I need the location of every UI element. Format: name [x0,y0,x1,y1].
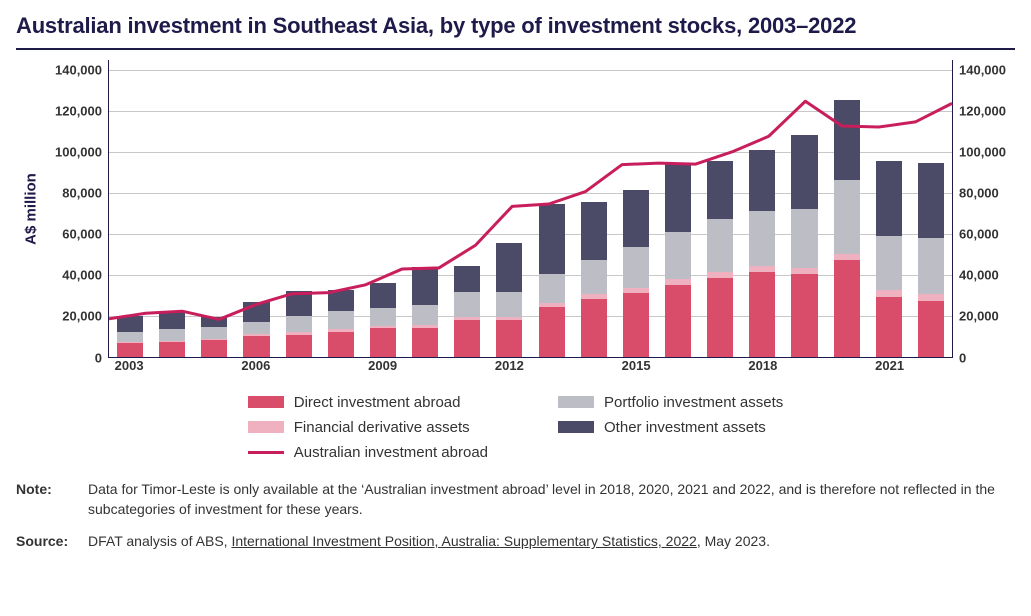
y-tick-label-right: 20,000 [959,309,999,324]
source-prefix: DFAT analysis of ABS, [88,533,231,549]
y-tick-label: 120,000 [55,103,102,118]
legend-swatch-box [248,421,284,433]
y-tick-label-right: 80,000 [959,186,999,201]
y-tick-label: 20,000 [62,309,102,324]
source-text: DFAT analysis of ABS, International Inve… [88,531,770,551]
y-tick-label-right: 140,000 [959,62,1006,77]
y-tick-label: 80,000 [62,186,102,201]
y-tick-label: 60,000 [62,227,102,242]
total-line [109,101,952,319]
y-tick-label-right: 120,000 [959,103,1006,118]
x-tick-label: 2006 [241,358,270,373]
line-overlay [109,60,952,359]
legend-swatch-line [248,451,284,454]
y-tick-label-right: 40,000 [959,268,999,283]
y-tick-label: 100,000 [55,144,102,159]
y-axis-ticks-right: 020,00040,00060,00080,000100,000120,0001… [953,60,1015,358]
legend-label: Financial derivative assets [294,419,470,436]
legend-item-portfolio: Portfolio investment assets [558,394,783,411]
x-tick-label: 2003 [115,358,144,373]
x-tick-label: 2012 [495,358,524,373]
figure-container: Australian investment in Southeast Asia,… [0,0,1031,616]
legend-label: Direct investment abroad [294,394,461,411]
note-text: Data for Timor-Leste is only available a… [88,479,1015,520]
x-tick-label: 2009 [368,358,397,373]
source-label: Source: [16,531,88,551]
x-tick-label: 2018 [748,358,777,373]
y-axis-label: A$ million [23,173,40,245]
x-tick-label: 2015 [622,358,651,373]
footnotes: Note: Data for Timor-Leste is only avail… [16,479,1015,552]
legend-label: Portfolio investment assets [604,394,783,411]
y-tick-label: 140,000 [55,62,102,77]
plot-region [108,60,953,358]
y-tick-label-right: 60,000 [959,227,999,242]
y-tick-label: 0 [95,350,102,365]
legend: Direct investment abroad Portfolio invest… [16,394,1015,461]
y-tick-label: 40,000 [62,268,102,283]
chart-area: A$ million 020,00040,00060,00080,000100,… [16,60,1015,358]
source-suffix: , May 2023. [697,533,770,549]
legend-swatch-box [248,396,284,408]
y-axis-label-wrap: A$ million [16,60,46,358]
y-axis-ticks-left: 020,00040,00060,00080,000100,000120,0001… [46,60,108,358]
legend-item-line: Australian investment abroad [248,444,488,461]
legend-label: Australian investment abroad [294,444,488,461]
legend-item-other: Other investment assets [558,419,783,436]
legend-swatch-box [558,421,594,433]
legend-item-financial: Financial derivative assets [248,419,488,436]
chart-title: Australian investment in Southeast Asia,… [16,12,1015,40]
x-axis-ticks: 2003 2006 2009 2012 2015 2018 2021 [108,358,953,376]
legend-item-direct: Direct investment abroad [248,394,488,411]
x-tick-label: 2021 [875,358,904,373]
legend-label: Other investment assets [604,419,766,436]
note-label: Note: [16,479,88,520]
title-rule [16,48,1015,50]
y-tick-label-right: 0 [959,350,966,365]
y-tick-label-right: 100,000 [959,144,1006,159]
source-link[interactable]: International Investment Position, Austr… [231,533,696,549]
legend-swatch-box [558,396,594,408]
